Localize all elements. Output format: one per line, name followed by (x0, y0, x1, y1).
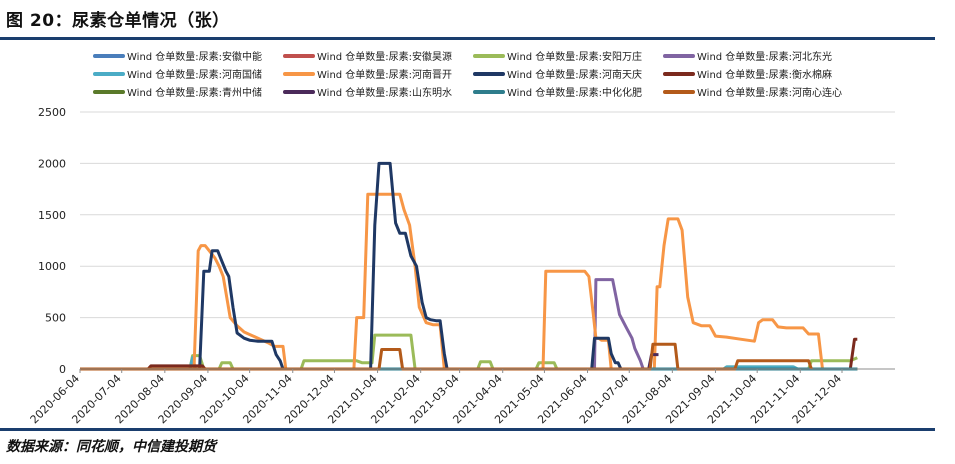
legend-item: Wind 仓单数量:尿素:河北东光 (663, 50, 832, 63)
y-axis: 0 500 1000 1500 2000 2500 (38, 106, 66, 376)
legend-item: Wind 仓单数量:尿素:中化化肥 (473, 86, 642, 99)
legend-label: Wind 仓单数量:尿素:安徽昊源 (317, 50, 452, 63)
chart-title: 图 20：尿素仓单情况（张） (6, 11, 230, 31)
legend-item: Wind 仓单数量:尿素:河南国储 (93, 68, 262, 81)
legend-item: Wind 仓单数量:尿素:安徽昊源 (283, 50, 452, 63)
top-rule (0, 37, 935, 40)
legend-item: Wind 仓单数量:尿素:山东明水 (283, 86, 452, 99)
y-tick-label: 0 (59, 363, 66, 376)
legend-label: Wind 仓单数量:尿素:青州中储 (127, 86, 262, 99)
legend-label: Wind 仓单数量:尿素:安徽中能 (127, 50, 262, 63)
source-note: 数据来源：同花顺，中信建投期货 (6, 439, 216, 455)
legend-label: Wind 仓单数量:尿素:山东明水 (317, 86, 452, 99)
legend-label: Wind 仓单数量:尿素:衡水棉麻 (697, 68, 832, 81)
x-axis: 2020-06-042020-07-042020-08-042020-09-04… (28, 368, 895, 426)
y-tick-label: 500 (45, 312, 66, 325)
legend-item: Wind 仓单数量:尿素:安徽中能 (93, 50, 262, 63)
legend-label: Wind 仓单数量:尿素:河北东光 (697, 50, 832, 63)
legend-label: Wind 仓单数量:尿素:河南国储 (127, 68, 262, 81)
series-line (80, 342, 813, 371)
legend-item: Wind 仓单数量:尿素:河南晋开 (283, 68, 452, 81)
legend-item: Wind 仓单数量:尿素:河南心连心 (663, 86, 842, 99)
legend: Wind 仓单数量:尿素:安徽中能 Wind 仓单数量:尿素:安徽昊源 Wind 仓… (93, 50, 842, 99)
legend-item: Wind 仓单数量:尿素:安阳万庄 (473, 50, 642, 63)
legend-label: Wind 仓单数量:尿素:河南晋开 (317, 68, 452, 81)
legend-label: Wind 仓单数量:尿素:河南心连心 (697, 86, 842, 99)
legend-item: Wind 仓单数量:尿素:青州中储 (93, 86, 262, 99)
y-tick-label: 1000 (38, 260, 66, 273)
y-tick-label: 1500 (38, 209, 66, 222)
legend-label: Wind 仓单数量:尿素:中化化肥 (507, 86, 642, 99)
grid (80, 111, 895, 319)
series-line (80, 192, 858, 371)
legend-label: Wind 仓单数量:尿素:河南天庆 (507, 68, 642, 81)
legend-item: Wind 仓单数量:尿素:衡水棉麻 (663, 68, 832, 81)
y-tick-label: 2500 (38, 106, 66, 119)
chart-area: Wind 仓单数量:尿素:安徽中能 Wind 仓单数量:尿素:安徽昊源 Wind 仓… (28, 50, 895, 426)
legend-label: Wind 仓单数量:尿素:安阳万庄 (507, 50, 642, 63)
series-line (593, 278, 645, 370)
legend-item: Wind 仓单数量:尿素:河南天庆 (473, 68, 642, 81)
bottom-rule (0, 428, 935, 431)
y-tick-label: 2000 (38, 157, 66, 170)
